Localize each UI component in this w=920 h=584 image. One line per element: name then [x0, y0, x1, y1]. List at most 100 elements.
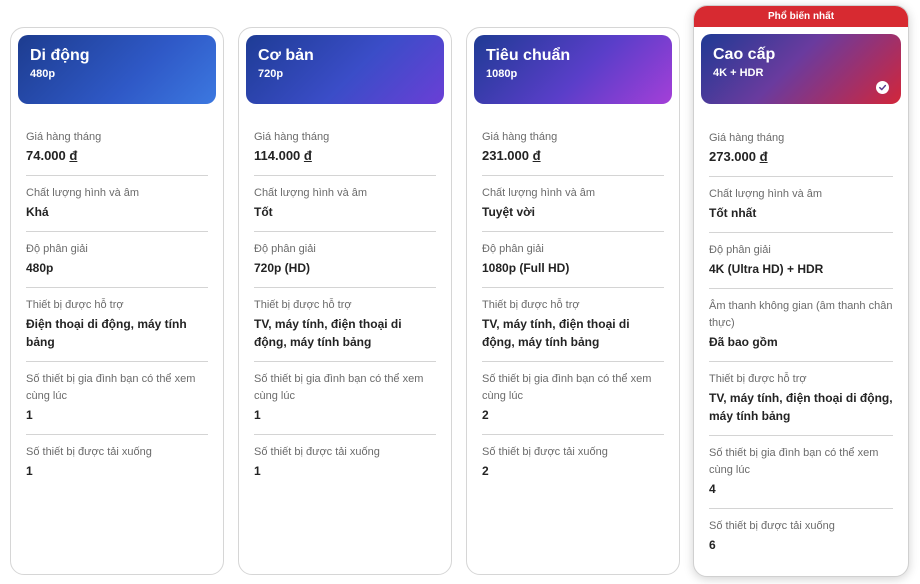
feature-value: 114.000 đ: [254, 147, 436, 165]
plan-features: Giá hàng tháng 114.000 đ Chất lượng hình…: [239, 129, 451, 490]
feature-resolution: Độ phân giải 480p: [26, 241, 208, 288]
feature-label: Thiết bị được hỗ trợ: [709, 373, 807, 385]
plan-header: Cao cấp 4K + HDR: [701, 34, 901, 104]
feature-label: Thiết bị được hỗ trợ: [26, 299, 124, 311]
feature-resolution: Độ phân giải 4K (Ultra HD) + HDR: [709, 242, 893, 289]
plan-resolution-tag: 720p: [258, 68, 284, 80]
feature-value: 4K (Ultra HD) + HDR: [709, 262, 824, 276]
feature-quality: Chất lượng hình và âm Khá: [26, 185, 208, 232]
feature-value: 720p (HD): [254, 261, 311, 275]
feature-value: TV, máy tính, điện thoại di động, máy tí…: [254, 317, 402, 349]
feature-value: Tuyệt vời: [482, 205, 535, 219]
plan-name: Cao cấp: [713, 46, 776, 63]
feature-label: Số thiết bị gia đình bạn có thể xem cùng…: [26, 373, 196, 402]
feature-label: Chất lượng hình và âm: [482, 187, 596, 199]
feature-value: 2: [482, 464, 489, 478]
plan-resolution-tag: 1080p: [486, 68, 518, 80]
feature-downloads: Số thiết bị được tải xuống 6: [709, 518, 893, 564]
feature-label: Số thiết bị được tải xuống: [26, 446, 152, 458]
feature-simultaneous: Số thiết bị gia đình bạn có thể xem cùng…: [482, 371, 664, 435]
feature-label: Độ phân giải: [482, 243, 544, 255]
feature-label: Chất lượng hình và âm: [254, 187, 368, 199]
price-currency: đ: [303, 148, 312, 163]
feature-value: TV, máy tính, điện thoại di động, máy tí…: [709, 391, 893, 423]
feature-value: Đã bao gồm: [709, 335, 778, 349]
feature-resolution: Độ phân giải 1080p (Full HD): [482, 241, 664, 288]
plan-card-basic[interactable]: Cơ bản 720p Giá hàng tháng 114.000 đ Chấ…: [238, 27, 452, 575]
plan-card-premium[interactable]: Phổ biến nhất Cao cấp 4K + HDR Giá hàng …: [693, 5, 909, 577]
feature-value: 231.000 đ: [482, 147, 664, 165]
price-amount: 231.000: [482, 148, 529, 163]
feature-devices: Thiết bị được hỗ trợ TV, máy tính, điện …: [709, 371, 893, 436]
price-amount: 114.000: [254, 148, 301, 163]
price-currency: đ: [532, 148, 541, 163]
feature-simultaneous: Số thiết bị gia đình bạn có thể xem cùng…: [254, 371, 436, 435]
feature-value: 4: [709, 482, 716, 496]
feature-value: 1: [26, 408, 33, 422]
feature-label: Số thiết bị gia đình bạn có thể xem cùng…: [482, 373, 652, 402]
plan-card-standard[interactable]: Tiêu chuẩn 1080p Giá hàng tháng 231.000 …: [466, 27, 680, 575]
feature-label: Độ phân giải: [254, 243, 316, 255]
feature-label: Độ phân giải: [709, 244, 771, 256]
feature-label: Thiết bị được hỗ trợ: [254, 299, 352, 311]
feature-value: Tốt nhất: [709, 206, 757, 220]
feature-label: Giá hàng tháng: [254, 131, 330, 143]
plan-name: Di động: [30, 47, 90, 64]
feature-label: Chất lượng hình và âm: [26, 187, 140, 199]
feature-quality: Chất lượng hình và âm Tuyệt vời: [482, 185, 664, 232]
feature-label: Giá hàng tháng: [709, 132, 785, 144]
plan-card-mobile[interactable]: Di động 480p Giá hàng tháng 74.000 đ Chấ…: [10, 27, 224, 575]
plan-name: Tiêu chuẩn: [486, 47, 571, 64]
plan-header: Tiêu chuẩn 1080p: [474, 35, 672, 104]
feature-simultaneous: Số thiết bị gia đình bạn có thể xem cùng…: [26, 371, 208, 435]
feature-value: Khá: [26, 205, 49, 219]
feature-price: Giá hàng tháng 74.000 đ: [26, 129, 208, 176]
feature-downloads: Số thiết bị được tải xuống 1: [26, 444, 208, 490]
feature-price: Giá hàng tháng 114.000 đ: [254, 129, 436, 176]
feature-label: Số thiết bị được tải xuống: [254, 446, 380, 458]
feature-value: TV, máy tính, điện thoại di động, máy tí…: [482, 317, 630, 349]
feature-value: 74.000 đ: [26, 147, 208, 165]
feature-value: 1: [254, 408, 261, 422]
check-circle-icon: [876, 81, 889, 94]
plan-features: Giá hàng tháng 231.000 đ Chất lượng hình…: [467, 129, 679, 490]
feature-value: 1: [26, 464, 33, 478]
feature-label: Số thiết bị được tải xuống: [482, 446, 608, 458]
feature-value: 273.000 đ: [709, 148, 893, 166]
feature-label: Âm thanh không gian (âm thanh chân thực): [709, 300, 893, 329]
feature-label: Độ phân giải: [26, 243, 88, 255]
feature-value: Tốt: [254, 205, 273, 219]
feature-quality: Chất lượng hình và âm Tốt nhất: [709, 186, 893, 233]
plan-resolution-tag: 480p: [30, 68, 56, 80]
price-amount: 273.000: [709, 149, 756, 164]
price-currency: đ: [69, 148, 78, 163]
feature-label: Giá hàng tháng: [26, 131, 102, 143]
feature-label: Số thiết bị gia đình bạn có thể xem cùng…: [709, 447, 879, 476]
feature-devices: Thiết bị được hỗ trợ TV, máy tính, điện …: [482, 297, 664, 362]
feature-price: Giá hàng tháng 273.000 đ: [709, 130, 893, 177]
feature-label: Giá hàng tháng: [482, 131, 558, 143]
price-currency: đ: [759, 149, 768, 164]
feature-value: 6: [709, 538, 716, 552]
feature-downloads: Số thiết bị được tải xuống 2: [482, 444, 664, 490]
feature-quality: Chất lượng hình và âm Tốt: [254, 185, 436, 232]
feature-label: Chất lượng hình và âm: [709, 188, 823, 200]
popular-ribbon: Phổ biến nhất: [694, 6, 908, 27]
plan-features: Giá hàng tháng 74.000 đ Chất lượng hình …: [11, 129, 223, 490]
plan-header: Cơ bản 720p: [246, 35, 444, 104]
feature-label: Thiết bị được hỗ trợ: [482, 299, 580, 311]
plan-features: Giá hàng tháng 273.000 đ Chất lượng hình…: [694, 130, 908, 564]
feature-value: 480p: [26, 261, 54, 275]
feature-label: Số thiết bị gia đình bạn có thể xem cùng…: [254, 373, 424, 402]
feature-spatial-audio: Âm thanh không gian (âm thanh chân thực)…: [709, 298, 893, 362]
feature-price: Giá hàng tháng 231.000 đ: [482, 129, 664, 176]
feature-value: Điện thoại di động, máy tính bảng: [26, 317, 187, 349]
feature-label: Số thiết bị được tải xuống: [709, 520, 835, 532]
feature-value: 1080p (Full HD): [482, 261, 570, 275]
feature-simultaneous: Số thiết bị gia đình bạn có thể xem cùng…: [709, 445, 893, 509]
plan-resolution-tag: 4K + HDR: [713, 67, 764, 79]
plan-name: Cơ bản: [258, 47, 314, 64]
feature-value: 1: [254, 464, 261, 478]
feature-devices: Thiết bị được hỗ trợ Điện thoại di động,…: [26, 297, 208, 362]
